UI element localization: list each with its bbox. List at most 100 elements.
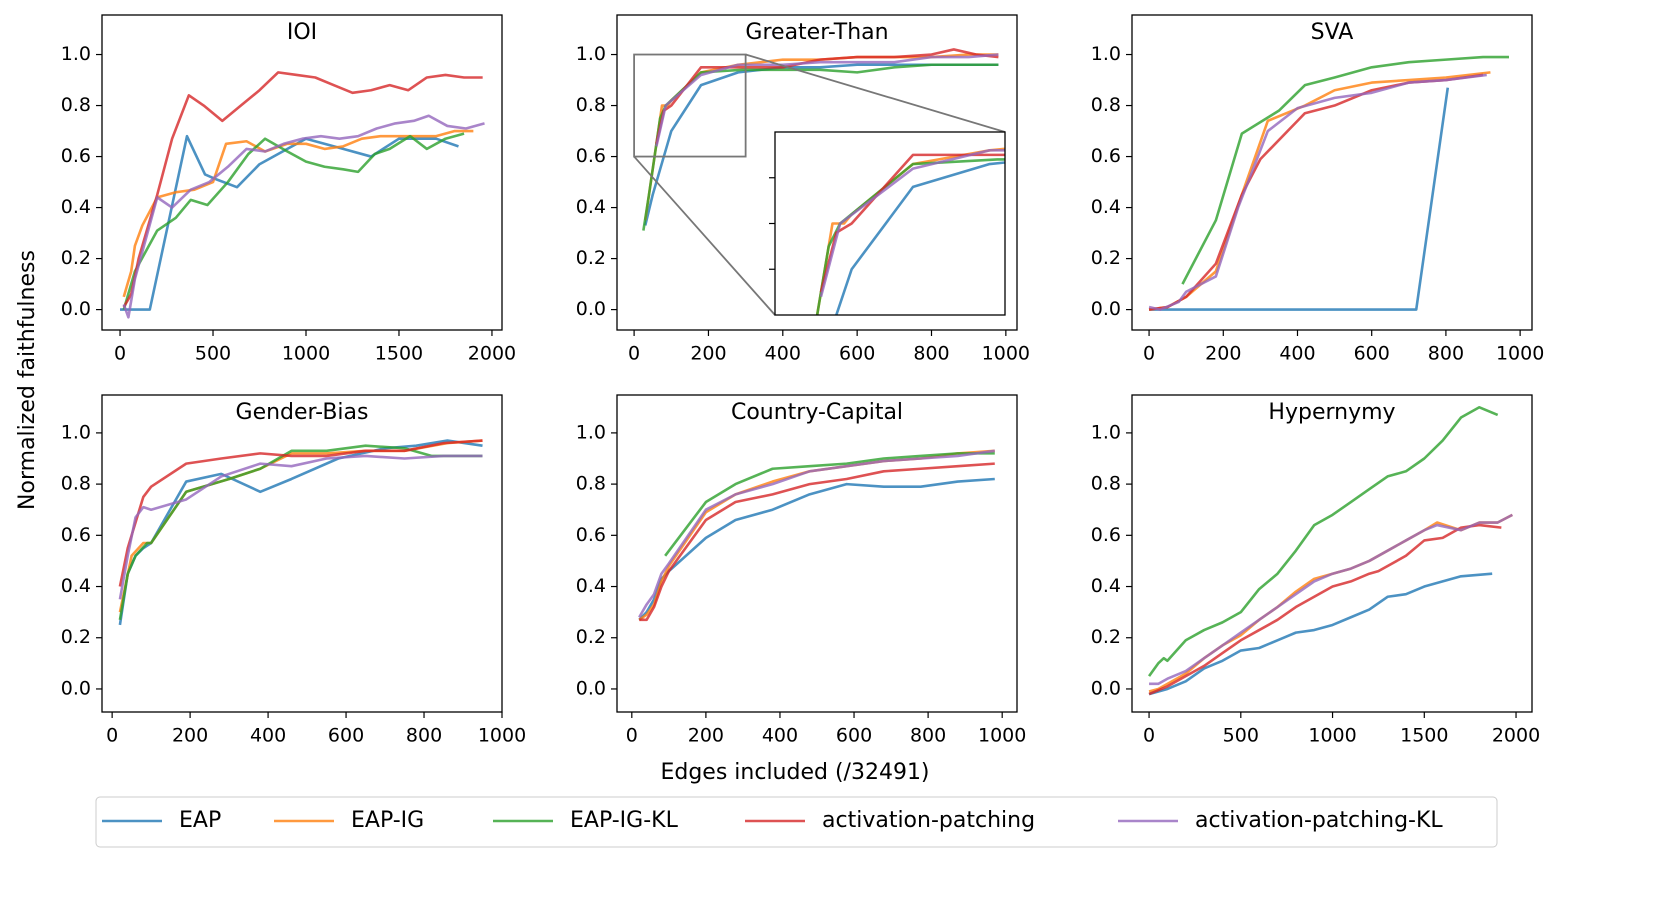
y-tick-label: 0.4 — [576, 196, 606, 218]
y-tick-label: 0.8 — [1091, 94, 1121, 116]
y-tick-label: 0.4 — [61, 575, 91, 597]
series-line — [118, 439, 483, 626]
x-tick-label: 600 — [836, 725, 872, 747]
inset-background — [775, 132, 1005, 315]
series-line — [655, 53, 999, 147]
series-line — [122, 114, 485, 319]
axes-frame — [616, 14, 1018, 331]
y-tick-label: 0.0 — [576, 298, 606, 320]
x-tick-label: 800 — [913, 343, 949, 365]
y-tick-label: 1.0 — [1091, 43, 1121, 65]
x-tick-label: 1000 — [1496, 343, 1544, 365]
y-tick-label: 0.2 — [61, 626, 91, 648]
panel-title: IOI — [287, 20, 317, 45]
y-tick-label: 0.2 — [576, 247, 606, 269]
series-line — [642, 63, 999, 231]
x-tick-label: 600 — [328, 725, 364, 747]
y-tick-label: 0.8 — [1091, 473, 1121, 495]
x-tick-label: 1000 — [1308, 725, 1356, 747]
x-tick-label: 400 — [250, 725, 286, 747]
legend-label: EAP-IG — [351, 808, 424, 833]
x-tick-label: 800 — [910, 725, 946, 747]
series-line — [1148, 71, 1491, 311]
y-tick-label: 0.8 — [61, 473, 91, 495]
axes-frame — [101, 14, 503, 331]
axes-frame — [101, 394, 503, 713]
inset-series-line — [819, 153, 1005, 293]
zoom-region — [633, 53, 747, 158]
y-tick-label: 0.6 — [1091, 524, 1121, 546]
series-line — [638, 477, 995, 621]
panel: 0 200 400 600 800 1000 0.0 0.2 0.4 0.6 0.8 1.0 Gende… — [61, 394, 526, 747]
y-tick-label: 0.4 — [576, 575, 606, 597]
panel: 0 500 1000 1500 2000 0.0 0.2 0.4 0.6 0.8 1.0 IOI — [61, 14, 516, 365]
y-tick-label: 0.6 — [61, 524, 91, 546]
panel-title: Greater-Than — [745, 20, 888, 45]
x-tick-label: 1000 — [978, 725, 1026, 747]
y-tick-label: 1.0 — [1091, 421, 1121, 443]
x-tick-label: 0 — [626, 725, 638, 747]
series-line — [664, 452, 995, 557]
y-axis-label: Normalized faithfulness — [15, 250, 40, 510]
legend-label: EAP — [179, 808, 221, 833]
x-tick-label: 0 — [114, 343, 126, 365]
legend-label: EAP-IG-KL — [570, 808, 679, 833]
y-tick-label: 0.8 — [61, 94, 91, 116]
series-line — [1148, 523, 1502, 696]
series-line — [122, 71, 483, 308]
series-line — [655, 48, 999, 145]
series-line — [120, 134, 459, 311]
x-tick-label: 0 — [628, 343, 640, 365]
panel: 0 200 400 600 800 1000 0.0 0.2 0.4 0.6 0.8 1.0 SVA — [1091, 14, 1544, 365]
y-tick-label: 0.6 — [576, 145, 606, 167]
y-tick-label: 0.2 — [1091, 247, 1121, 269]
series-line — [118, 444, 483, 621]
x-tick-label: 500 — [195, 343, 231, 365]
panel-title: SVA — [1311, 20, 1354, 45]
y-tick-label: 1.0 — [61, 43, 91, 65]
inset-plot — [815, 147, 1005, 315]
y-tick-label: 1.0 — [576, 43, 606, 65]
x-tick-label: 1500 — [1400, 725, 1448, 747]
axes-frame — [616, 394, 1018, 713]
x-tick-label: 400 — [765, 343, 801, 365]
x-tick-label: 1000 — [282, 343, 330, 365]
series-line — [638, 449, 995, 621]
y-tick-label: 0.8 — [576, 473, 606, 495]
x-tick-label: 200 — [688, 725, 724, 747]
x-tick-label: 0 — [1143, 343, 1155, 365]
y-tick-label: 0.0 — [1091, 298, 1121, 320]
x-tick-label: 200 — [690, 343, 726, 365]
y-tick-label: 0.0 — [61, 298, 91, 320]
zoom-connector — [633, 155, 776, 316]
panel-title: Hypernymy — [1268, 400, 1395, 425]
x-tick-label: 200 — [172, 725, 208, 747]
y-tick-label: 1.0 — [576, 421, 606, 443]
y-tick-label: 0.6 — [576, 524, 606, 546]
x-tick-label: 2000 — [468, 343, 516, 365]
x-tick-label: 800 — [406, 725, 442, 747]
panel-title: Country-Capital — [731, 400, 903, 425]
series-line — [1149, 87, 1450, 311]
x-tick-label: 600 — [839, 343, 875, 365]
y-tick-label: 0.0 — [1091, 677, 1121, 699]
y-tick-label: 0.2 — [576, 626, 606, 648]
panel: 0 200 400 600 800 1000 0.0 0.2 0.4 0.6 0.8 1.0 Great… — [576, 14, 1030, 365]
y-tick-label: 0.4 — [1091, 575, 1121, 597]
x-tick-label: 2000 — [1492, 725, 1540, 747]
series-line — [118, 439, 483, 613]
x-tick-label: 600 — [1354, 343, 1390, 365]
y-tick-label: 0.4 — [61, 196, 91, 218]
series-line — [1181, 55, 1509, 285]
x-tick-label: 400 — [1279, 343, 1315, 365]
series-line — [1148, 572, 1493, 696]
x-tick-label: 0 — [1143, 725, 1155, 747]
inset-series-line — [815, 158, 1005, 315]
y-tick-label: 0.4 — [1091, 196, 1121, 218]
legend-label: activation-patching — [822, 808, 1035, 833]
legend-label: activation-patching-KL — [1195, 808, 1443, 833]
inset-series-line — [819, 149, 1005, 298]
series-line — [639, 462, 995, 622]
y-tick-label: 1.0 — [61, 421, 91, 443]
panel: 0 200 400 600 800 1000 0.0 0.2 0.4 0.6 0.8 1.0 Count… — [576, 394, 1026, 747]
